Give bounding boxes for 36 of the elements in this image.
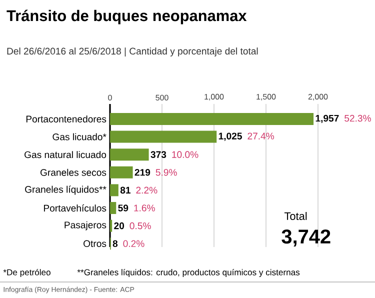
bar	[110, 148, 149, 161]
data-label: 219	[134, 169, 150, 176]
y-tick-label: Portavehículos	[44, 204, 106, 212]
annotation: 10.0%	[172, 151, 198, 158]
bar	[110, 112, 314, 125]
bar	[110, 166, 133, 178]
data-label: 373	[150, 151, 166, 158]
y-tick-label: Gas natural licuado	[24, 151, 106, 158]
text: **Graneles líquidos: crudo, productos químicos y cisternas	[77, 268, 300, 278]
annotation: 5.9%	[156, 169, 177, 176]
annotation: 0.2%	[123, 240, 144, 248]
annotation: 2.2%	[136, 186, 158, 194]
data-label: 8	[112, 240, 118, 248]
annotation: 27.4%	[248, 132, 274, 140]
data-label: 1,957	[316, 114, 339, 124]
chart-title: Tránsito de buques neopanamax	[6, 10, 247, 24]
text: *De petróleo	[3, 268, 50, 278]
chart-subtitle: Del 26/6/2016 al 25/6/2018 | Cantidad y porcentaje del total	[7, 48, 258, 56]
annotation: 1.6%	[134, 204, 155, 212]
bar	[110, 130, 217, 143]
bar	[110, 202, 116, 214]
annotation: 0.5%	[130, 222, 151, 230]
data-label: 59	[118, 204, 128, 212]
annotation: Total	[284, 212, 307, 220]
bar	[110, 184, 118, 196]
annotation: 3,742	[282, 230, 330, 246]
y-tick-label: Graneles líquidos**	[25, 186, 106, 195]
y-tick-label: Pasajeros	[64, 221, 106, 230]
data-label: 81	[120, 186, 130, 194]
y-tick-label: Graneles secos	[40, 168, 106, 176]
data-label: 20	[114, 222, 124, 230]
y-tick-label: Portacontenedores	[26, 115, 106, 122]
text: 52.3%	[344, 114, 371, 122]
data-label: 1,025	[218, 132, 242, 141]
y-tick-label: Gas licuado*	[52, 133, 106, 140]
y-tick-label: Otros	[84, 240, 106, 248]
